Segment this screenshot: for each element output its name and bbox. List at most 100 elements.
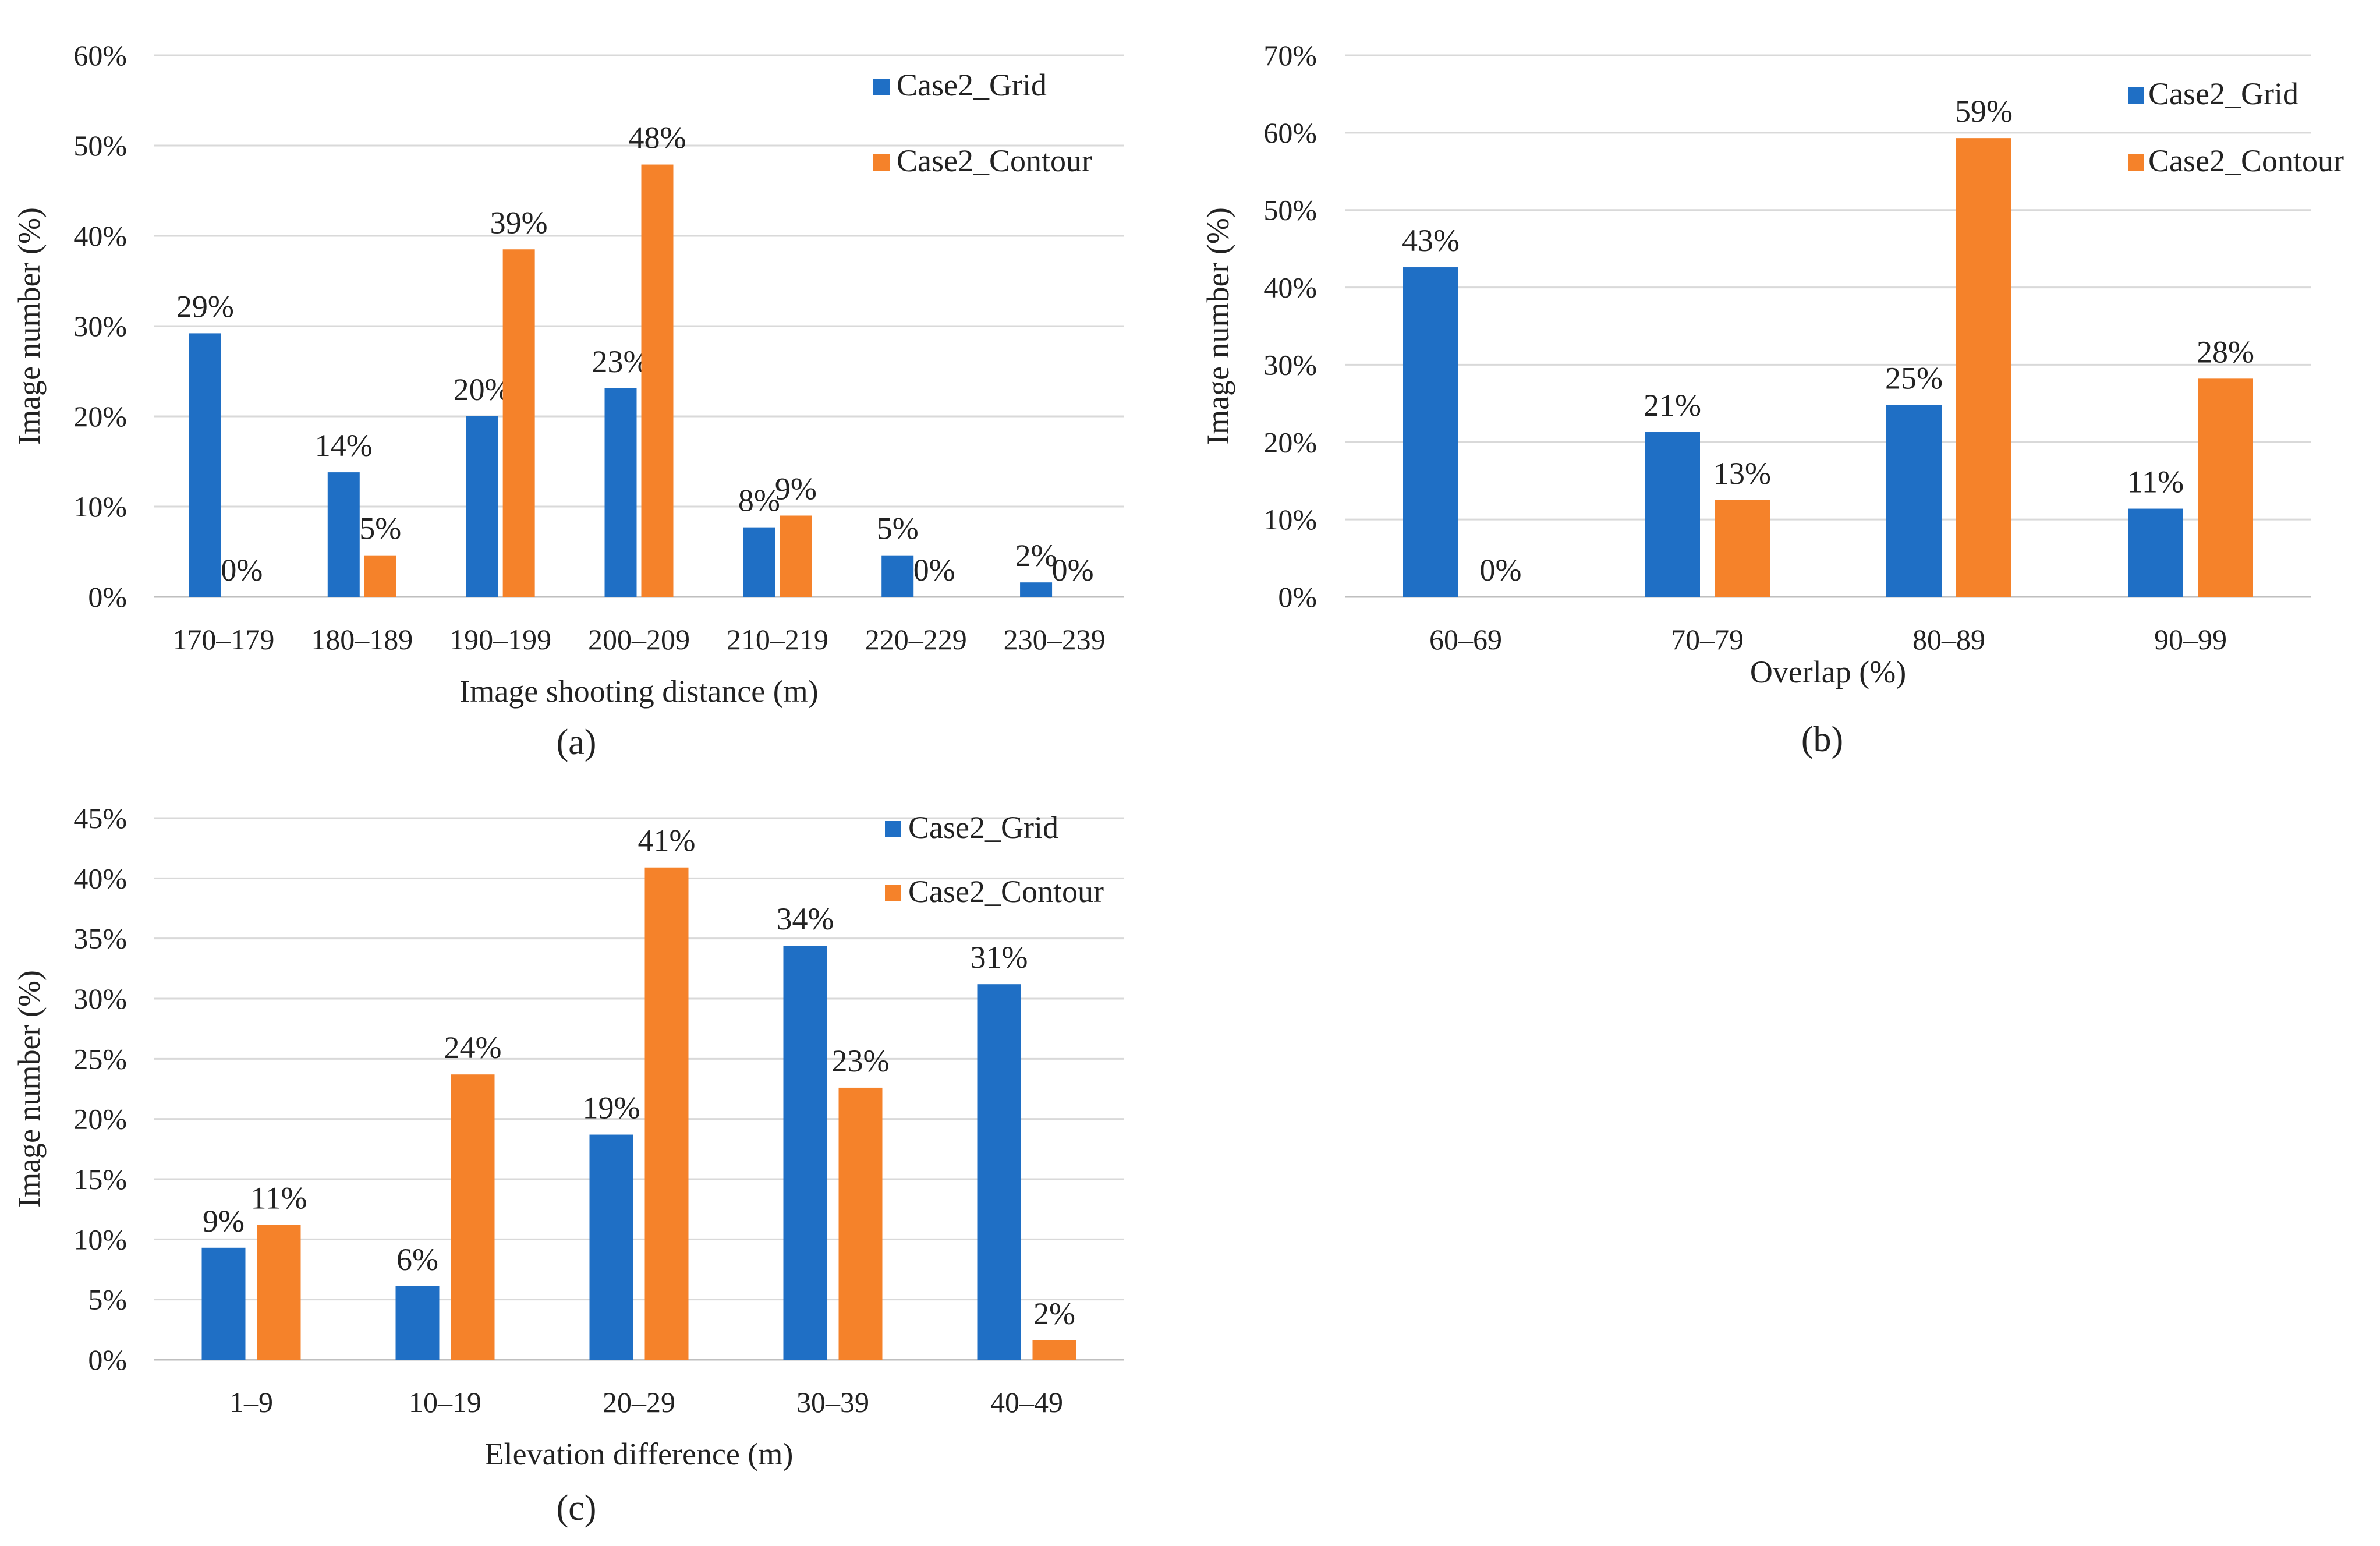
data-label: 13% (1713, 456, 1771, 491)
y-axis-title: Image number (%) (12, 207, 47, 445)
bar-grid-5 (881, 555, 914, 597)
data-label: 34% (777, 901, 834, 936)
data-label: 5% (359, 511, 401, 546)
legend: Case2_Grid Case2_Contour (885, 810, 1104, 909)
bar-contour-3 (641, 164, 674, 597)
legend-label: Case2_Contour (897, 143, 1092, 178)
x-tick-label: 70–79 (1671, 623, 1744, 656)
bar-contour-2 (1956, 138, 2011, 597)
y-tick-label: 15% (73, 1163, 127, 1195)
legend-label: Case2_Grid (908, 810, 1058, 845)
bar-contour-4 (780, 515, 812, 597)
x-tick-label: 200–209 (588, 623, 690, 656)
panel-c: 0% 5% 10% 15% 20% 25% 30% 35% 40% 45% 9%11% 1–9 6% 24… (12, 802, 1124, 1528)
y-tick-label: 5% (88, 1283, 127, 1316)
bar-grid-0 (1403, 267, 1458, 597)
x-tick-label: 90–99 (2154, 623, 2227, 656)
legend-swatch (2128, 87, 2144, 104)
data-label: 23% (832, 1043, 890, 1078)
x-tick-label: 60–69 (1429, 623, 1502, 656)
bar-grid-3 (783, 946, 827, 1360)
panel-caption: (c) (557, 1488, 597, 1528)
y-tick-label: 40% (73, 220, 127, 252)
data-label: 2% (1015, 538, 1057, 573)
panel-caption: (a) (557, 723, 597, 762)
data-label: 59% (1955, 94, 2013, 129)
panel-b: 0% 10% 20% 30% 40% 50% 60% 70% 43% 0% 60–69 21% 13% 7… (1200, 39, 2344, 759)
bar-contour-1 (364, 555, 396, 597)
x-tick-label: 20–29 (603, 1386, 675, 1418)
data-label: 14% (315, 428, 373, 463)
data-label: 9% (203, 1204, 245, 1239)
bar-contour-1 (1715, 500, 1770, 597)
data-label: 19% (583, 1091, 640, 1126)
data-label: 39% (490, 205, 548, 240)
data-label: 0% (1052, 553, 1094, 588)
data-label: 11% (2127, 465, 2184, 500)
legend-swatch (2128, 154, 2144, 171)
data-label: 43% (1402, 223, 1460, 258)
legend: Case2_Grid Case2_Contour (873, 68, 1092, 178)
data-label: 20% (454, 372, 511, 407)
panel-a: 0% 10% 20% 30% 40% 50% 60% 29% 0% 170–179 14% 5% 180… (12, 39, 1124, 762)
y-axis-title: Image number (%) (1200, 207, 1235, 445)
legend-swatch (873, 79, 890, 95)
y-tick-label: 30% (73, 310, 127, 342)
y-tick-label: 10% (73, 490, 127, 523)
x-tick-label: 180–189 (311, 623, 413, 656)
legend-swatch (885, 821, 901, 837)
y-tick-label: 30% (73, 982, 127, 1015)
data-label: 21% (1644, 388, 1701, 423)
x-tick-label: 30–39 (796, 1386, 869, 1418)
x-tick-label: 220–229 (865, 623, 967, 656)
y-tick-label: 40% (73, 862, 127, 894)
data-label: 9% (775, 472, 817, 507)
y-tick-label: 45% (73, 802, 127, 834)
x-axis-title: Elevation difference (m) (485, 1437, 794, 1471)
legend-label: Case2_Grid (2148, 76, 2298, 111)
bar-grid-1 (1645, 432, 1700, 597)
x-tick-label: 1–9 (229, 1386, 273, 1418)
y-tick-label: 60% (73, 39, 127, 72)
data-label: 31% (971, 940, 1028, 975)
bar-grid-0 (201, 1247, 246, 1360)
x-axis-title: Overlap (%) (1750, 655, 1906, 689)
y-tick-label: 0% (1278, 581, 1317, 613)
x-tick-label: 230–239 (1004, 623, 1106, 656)
data-label: 11% (251, 1181, 307, 1216)
data-label: 48% (629, 121, 686, 155)
bar-grid-6 (1020, 582, 1053, 597)
data-label: 29% (176, 289, 234, 324)
y-tick-label: 50% (73, 129, 127, 162)
data-label: 25% (1885, 361, 1943, 396)
y-tick-label: 20% (73, 400, 127, 433)
data-label: 24% (444, 1030, 502, 1065)
bar-contour-4 (1032, 1340, 1076, 1360)
y-axis-title: Image number (%) (12, 970, 47, 1208)
legend-swatch (885, 885, 901, 901)
legend-swatch (873, 154, 890, 171)
data-label: 0% (913, 553, 955, 588)
bar-grid-4 (743, 527, 775, 597)
legend-label: Case2_Contour (908, 874, 1104, 909)
bar-contour-3 (838, 1087, 883, 1360)
y-tick-label: 30% (1263, 348, 1317, 381)
y-tick-label: 0% (88, 581, 127, 613)
bar-grid-3 (604, 388, 637, 597)
x-tick-label: 190–199 (449, 623, 551, 656)
bar-grid-2 (1886, 405, 1942, 597)
x-tick-label: 170–179 (172, 623, 274, 656)
bar-contour-0 (257, 1225, 301, 1360)
data-label: 28% (2197, 334, 2254, 369)
y-tick-label: 50% (1263, 194, 1317, 227)
y-tick-label: 20% (1263, 426, 1317, 458)
legend-label: Case2_Grid (897, 68, 1047, 102)
legend: Case2_Grid Case2_Contour (2128, 76, 2344, 178)
bar-grid-2 (466, 416, 498, 597)
data-label: 0% (1480, 553, 1522, 588)
bar-grid-1 (327, 472, 360, 597)
y-tick-label: 10% (1263, 503, 1317, 536)
data-label: 0% (221, 553, 263, 588)
y-tick-label: 25% (73, 1042, 127, 1075)
